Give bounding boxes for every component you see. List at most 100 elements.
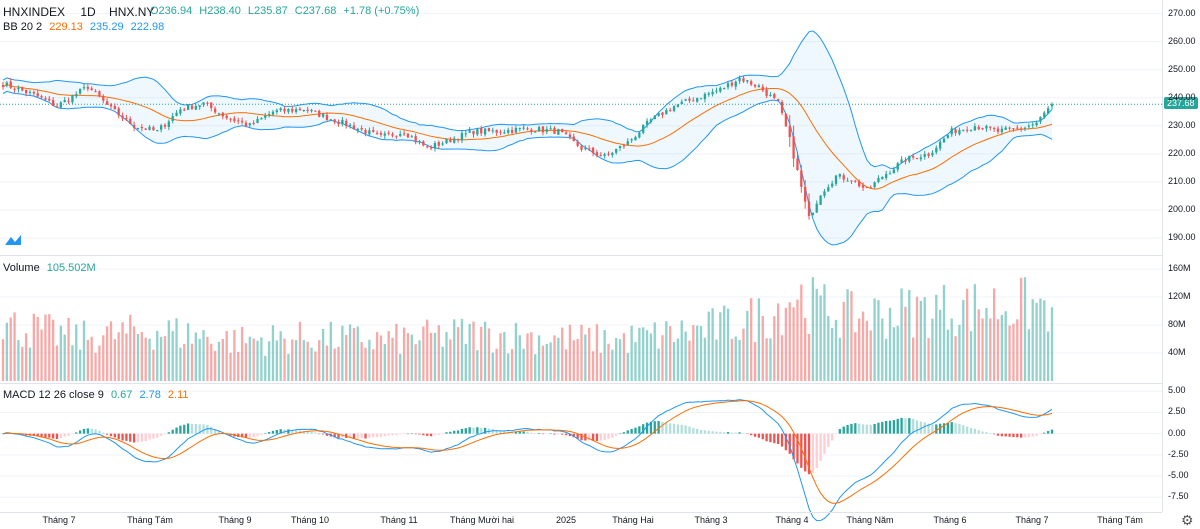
price-axis-tick: 270.00 [1168,7,1196,18]
macd-histogram-bar [649,421,653,434]
bb-label[interactable]: BB 20 2 [3,21,43,33]
candle-body [167,121,170,127]
time-axis-tick: Tháng 10 [290,515,330,525]
macd-histogram-bar [549,433,552,435]
candle-body [954,129,957,134]
bb-basis-value: 229.13 [49,21,83,33]
volume-bar [537,335,541,381]
candle-body [981,128,984,130]
macd-histogram-bar [965,426,969,434]
candle-body [580,145,583,150]
macd-histogram-bar [719,431,722,434]
macd-histogram-bar [260,433,263,435]
macd-histogram-bar [94,429,97,434]
candle-body [568,134,572,138]
candle-body [325,114,329,120]
volume-bar [510,349,514,381]
volume-bar [86,339,90,381]
candle-body [9,81,12,88]
candle-body [823,191,826,196]
volume-bar [769,338,772,381]
candle-body [734,81,737,87]
volume-bar [136,334,140,381]
macd-legend[interactable]: MACD 12 26 close 9 0.67 2.78 2.11 [3,389,193,401]
volume-bar [541,345,545,381]
volume-bar [931,318,934,381]
candle-body [958,130,961,135]
macd-histogram-bar [626,430,629,434]
macd-histogram-bar [360,433,363,439]
candle-body [549,128,552,130]
settings-gear-icon[interactable]: ⚙ [1181,512,1194,528]
pane-separator[interactable] [0,383,1162,384]
macd-label[interactable]: MACD 12 26 close 9 [3,389,104,401]
volume-bar [588,327,591,381]
bb-legend[interactable]: BB 20 2 229.13 235.29 222.98 [3,21,168,33]
symbol-name[interactable]: HNXINDEX [3,5,66,19]
candle-body [78,88,82,94]
interval[interactable]: 1D [80,5,96,19]
candle-body [553,127,556,134]
macd-histogram-bar [699,430,703,434]
volume-axis-tick: 80M [1168,319,1186,329]
candle-body [337,122,340,125]
macd-histogram-bar [364,433,367,439]
volume-bar [117,332,120,381]
macd-histogram-bar [657,420,660,434]
macd-histogram-bar [414,433,417,435]
volume-bar [846,289,849,381]
macd-histogram-bar [819,433,822,462]
time-axis-tick: Tháng 3 [694,515,728,525]
volume-bar [156,330,159,381]
pane-separator[interactable] [0,255,1162,256]
volume-bar [603,330,606,381]
candle-body [476,128,479,135]
macd-histogram-bar [1012,433,1015,438]
macd-histogram-bar [437,433,440,435]
volume-bar [804,318,807,381]
volume-bar [5,322,9,381]
volume-bar [399,353,402,381]
candle-body [676,104,680,107]
volume-bar [186,323,190,381]
macd-histogram-bar [159,433,163,436]
symbol-legend[interactable]: HNXINDEX 1D HNX.NY [3,5,158,19]
candle-body [1039,116,1042,122]
volume-bar [626,352,629,381]
macd-histogram-bar [171,429,174,434]
volume-bar [221,338,224,381]
macd-histogram-bar [510,432,514,434]
macd-axis-tick: 5.00 [1168,385,1186,396]
macd-histogram-bar [213,429,217,434]
candle-body [942,138,946,143]
volume-bar [780,335,784,381]
candle-body [711,91,714,95]
candle-body [260,117,263,120]
macd-histogram-bar [202,424,205,434]
candle-body [950,128,953,135]
low-value: L235.87 [247,5,288,17]
volume-label[interactable]: Volume [3,262,40,274]
tradingview-logo-icon[interactable] [4,234,22,246]
time-axis-tick: Tháng 4 [775,515,809,525]
volume-bar [387,331,390,381]
volume-bar [622,333,626,381]
macd-histogram-bar [885,421,888,434]
candle-body [86,86,90,89]
volume-bar [564,349,568,381]
macd-histogram-bar [418,433,421,435]
macd-histogram-bar [441,433,444,435]
macd-histogram-bar [333,433,336,438]
macd-histogram-bar [132,433,136,443]
price-axis-tick: 190.00 [1168,231,1196,242]
candle-body [67,100,70,102]
volume-bar [483,321,487,381]
candle-body [892,169,896,174]
macd-histogram-bar [194,424,197,434]
volume-legend[interactable]: Volume 105.502M [3,262,100,274]
candle-body [669,110,672,112]
candle-body [136,127,140,129]
volume-bar [40,329,43,381]
macd-histogram-bar [63,433,66,437]
